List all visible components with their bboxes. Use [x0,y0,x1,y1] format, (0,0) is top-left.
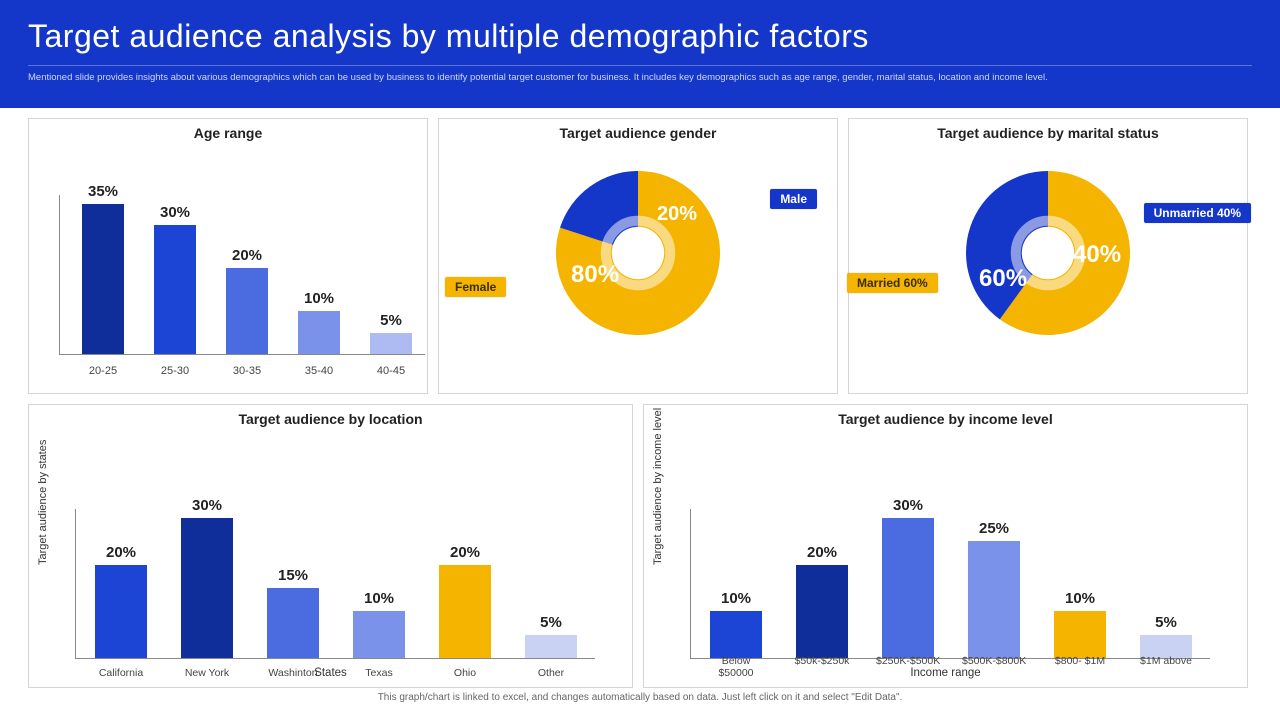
footer-note: This graph/chart is linked to excel, and… [28,692,1252,703]
bar [1054,611,1106,658]
bar-category-label: 35-40 [293,365,345,377]
income-bars: 10%20%30%25%10%5% [690,509,1210,659]
bar-value-label: 5% [1155,614,1177,631]
marital-unmarried-pct: 40% [1073,241,1121,269]
gender-female-pct: 80% [571,261,619,289]
bar [882,518,934,658]
donut-hole [612,227,664,279]
age-bars: 35%30%20%10%5% [59,195,425,355]
bar-col: 5% [1134,614,1198,658]
bar [95,565,147,658]
bar-col: 30% [149,204,201,354]
marital-donut [938,145,1158,345]
income-x-label: Income range [644,667,1247,679]
location-x-label: States [29,667,632,679]
bar-col: 20% [89,544,153,658]
age-bar-labels: 20-25 25-30 30-35 35-40 40-45 [77,365,417,377]
bar-category-label: 20-25 [77,365,129,377]
marital-married-label: Married 60% [847,273,938,293]
bar-value-label: 10% [1065,590,1095,607]
bar-category-label: 30-35 [221,365,273,377]
gender-male-label: Male [770,189,817,209]
panel-income: Target audience by income level Target a… [643,404,1248,688]
income-title: Target audience by income level [644,405,1247,431]
bar-col: 20% [433,544,497,658]
bar-col: 15% [261,567,325,658]
bar [267,588,319,658]
bar [710,611,762,658]
marital-pie-wrap: Married 60% Unmarried 40% 60% 40% [849,145,1247,375]
bar [439,565,491,658]
bar [525,635,577,658]
income-bar-area: 10%20%30%25%10%5% Below $50000$50k-$250k… [690,431,1233,659]
bar [181,518,233,658]
bar-col: 10% [293,290,345,354]
gender-pie-wrap: Female Male 80% 20% [439,145,837,375]
bar-col: 20% [221,247,273,354]
bar-col: 35% [77,183,129,354]
bar-col: 10% [704,590,768,658]
location-y-label: Target audience by states [37,440,49,565]
panel-gender: Target audience gender Female Male 80% 2… [438,118,838,394]
bar [796,565,848,658]
row-1: Age range 35% 30% 20% 10% 5% 20-25 25-30 30-35… [28,118,1252,394]
location-bars: 20%30%15%10%20%5% [75,509,595,659]
bar-category-label: 40-45 [365,365,417,377]
bar [968,541,1020,658]
donut-hole [1022,227,1074,279]
age-title: Age range [29,119,427,145]
slide-subtitle: Mentioned slide provides insights about … [28,72,1252,84]
slide-header: Target audience analysis by multiple dem… [0,0,1280,108]
location-title: Target audience by location [29,405,632,431]
bar-value-label: 30% [893,497,923,514]
gender-male-pct: 20% [657,203,697,226]
gender-title: Target audience gender [439,119,837,145]
bar-col: 30% [175,497,239,658]
panel-age-range: Age range 35% 30% 20% 10% 5% 20-25 25-30 30-35… [28,118,428,394]
income-y-label: Target audience by income level [652,408,664,565]
slide-content: Age range 35% 30% 20% 10% 5% 20-25 25-30 30-35… [0,108,1280,703]
bar [226,268,268,354]
bar [154,225,196,354]
bar-value-label: 35% [88,183,118,200]
bar-col: 10% [347,590,411,658]
bar-col: 5% [519,614,583,658]
location-bar-area: 20%30%15%10%20%5% CaliforniaNew YorkWash… [75,431,618,659]
bar-value-label: 5% [380,312,402,329]
marital-married-pct: 60% [979,265,1027,293]
bar-value-label: 20% [232,247,262,264]
bar-value-label: 20% [450,544,480,561]
bar-value-label: 5% [540,614,562,631]
age-bar-area: 35%30%20%10%5% 20-2525-3030-3535-4040-45 [59,145,417,355]
bar [353,611,405,658]
bar-col: 25% [962,520,1026,658]
bar-value-label: 15% [278,567,308,584]
bar-value-label: 30% [192,497,222,514]
bar-col: 20% [790,544,854,658]
marital-title: Target audience by marital status [849,119,1247,145]
row-2: Target audience by location Target audie… [28,404,1252,688]
gender-female-label: Female [445,277,506,297]
bar-col: 10% [1048,590,1112,658]
bar-value-label: 20% [807,544,837,561]
bar [82,204,124,354]
bar-value-label: 10% [364,590,394,607]
bar-category-label: 25-30 [149,365,201,377]
panel-location: Target audience by location Target audie… [28,404,633,688]
gender-donut [528,145,748,345]
marital-unmarried-label: Unmarried 40% [1144,203,1251,223]
bar-value-label: 10% [304,290,334,307]
panel-marital: Target audience by marital status Marrie… [848,118,1248,394]
bar-col: 30% [876,497,940,658]
bar-col: 5% [365,312,417,354]
header-divider [28,65,1252,66]
bar [298,311,340,354]
bar-value-label: 30% [160,204,190,221]
bar-value-label: 25% [979,520,1009,537]
bar [370,333,412,354]
bar-value-label: 20% [106,544,136,561]
bar-value-label: 10% [721,590,751,607]
slide-title: Target audience analysis by multiple dem… [28,18,1252,55]
